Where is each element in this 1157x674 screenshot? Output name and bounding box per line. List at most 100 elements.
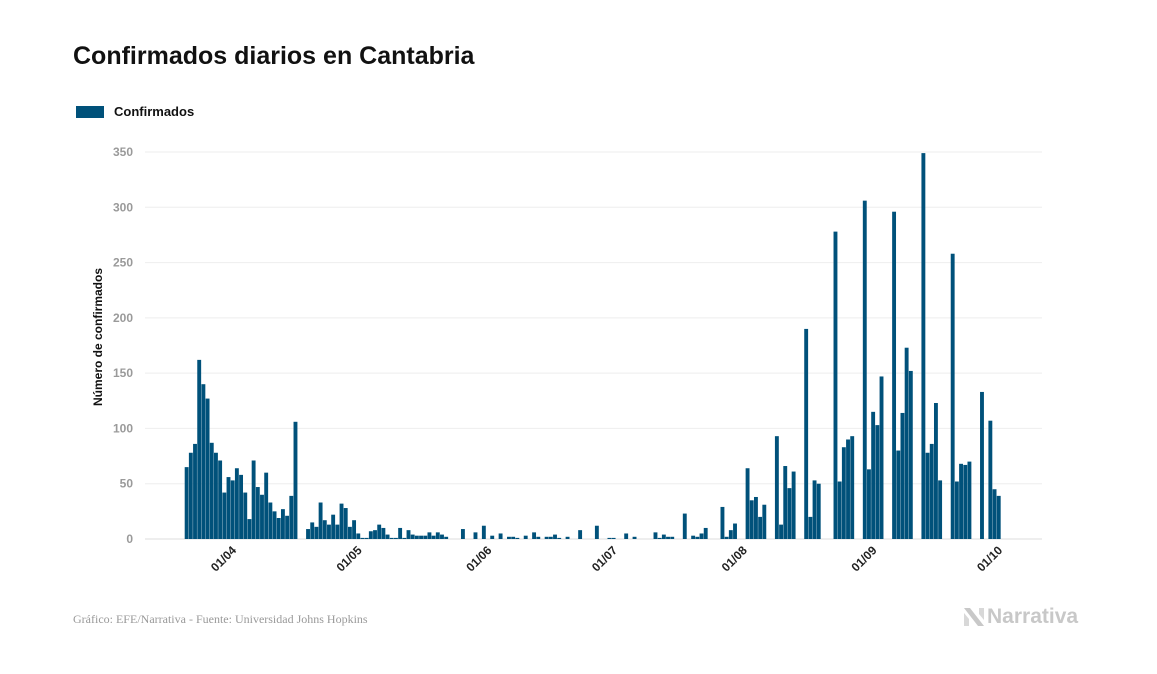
bar-23/09 — [967, 461, 972, 539]
bar-02/04 — [239, 474, 244, 539]
bar-19/04 — [310, 522, 315, 539]
bar-18/08 — [816, 483, 821, 539]
y-axis-label: Número de confirmados — [91, 268, 105, 406]
bar-07/06 — [515, 537, 520, 539]
bar-13/09 — [925, 452, 930, 539]
bar-11/07 — [657, 537, 662, 539]
bar-05/09 — [892, 211, 897, 540]
bar-08/04 — [264, 472, 269, 539]
bar-16/09 — [938, 480, 943, 539]
bar-20/03 — [184, 467, 189, 539]
bar-12/09 — [921, 153, 926, 539]
legend-label: Confirmados — [114, 104, 195, 119]
bar-27/03 — [214, 452, 218, 539]
bar-10/07 — [653, 532, 658, 539]
bar-18/04 — [306, 529, 310, 539]
bar-03/08 — [753, 496, 758, 539]
bar-11/04 — [276, 517, 281, 539]
bar-01/09 — [875, 425, 880, 539]
bar-25/05 — [460, 529, 465, 539]
y-tick-label: 250 — [113, 256, 133, 270]
bar-22/03 — [193, 443, 197, 539]
bar-25/04 — [335, 524, 340, 539]
bar-27/07 — [724, 536, 729, 539]
bar-15/06 — [548, 536, 553, 539]
bar-30/04 — [356, 533, 361, 539]
bar-24/04 — [331, 514, 336, 539]
bar-28/03 — [218, 460, 223, 539]
bar-12/05 — [406, 530, 411, 539]
bar-30/09 — [996, 495, 1001, 539]
bar-07/04 — [260, 494, 264, 539]
x-tick-label: 01/10 — [974, 543, 1005, 574]
bar-30/05 — [481, 525, 486, 539]
bar-26/03 — [209, 442, 214, 539]
x-tick-label: 01/07 — [589, 543, 620, 574]
bar-24/08 — [841, 447, 846, 539]
bar-17/05 — [427, 532, 432, 539]
bar-12/07 — [661, 534, 666, 539]
bar-28/05 — [473, 532, 478, 539]
bar-16/08 — [808, 516, 813, 539]
bar-21/03 — [188, 452, 193, 539]
bar-26/09 — [980, 391, 984, 539]
bar-06/09 — [896, 450, 901, 539]
bar-01/05 — [360, 537, 365, 539]
bar-15/09 — [933, 402, 938, 539]
bar-05/06 — [507, 536, 511, 539]
y-tick-label: 350 — [113, 145, 133, 159]
bar-22/06 — [578, 530, 583, 539]
bar-04/08 — [758, 516, 763, 539]
y-tick-label: 50 — [120, 477, 134, 491]
bar-20/05 — [440, 534, 444, 539]
bar-15/08 — [804, 328, 809, 539]
bar-29/04 — [352, 520, 357, 539]
bar-22/07 — [703, 527, 708, 539]
bar-11/06 — [532, 532, 537, 539]
y-tick-label: 0 — [126, 532, 133, 546]
bar-25/03 — [205, 398, 210, 539]
y-tick-label: 300 — [113, 200, 133, 214]
bar-09/05 — [394, 537, 398, 539]
bar-23/04 — [327, 524, 331, 539]
bar-20/04 — [314, 526, 319, 539]
bar-11/05 — [402, 537, 407, 539]
bar-26/08 — [850, 436, 855, 539]
bar-10/05 — [398, 527, 403, 539]
bar-03/07 — [624, 533, 629, 539]
bar-26/06 — [594, 525, 599, 539]
bar-30/06 — [611, 537, 616, 539]
bar-14/05 — [414, 535, 419, 539]
bar-28/09 — [988, 420, 993, 539]
bar-02/09 — [879, 376, 884, 539]
bar-04/04 — [247, 519, 252, 539]
y-tick-label: 200 — [113, 311, 133, 325]
bar-02/08 — [749, 500, 754, 539]
bar-17/06 — [557, 537, 562, 539]
legend-swatch — [76, 105, 104, 118]
bar-29/03 — [222, 492, 227, 539]
bar-03/06 — [498, 533, 503, 539]
bar-29/06 — [607, 537, 612, 539]
bar-31/03 — [230, 480, 235, 539]
bar-21/07 — [699, 533, 704, 539]
bar-03/05 — [368, 531, 373, 539]
bar-16/05 — [423, 535, 428, 539]
bar-14/06 — [544, 536, 549, 539]
bar-08/09 — [904, 347, 909, 539]
bar-17/07 — [682, 513, 687, 539]
bar-05/07 — [632, 536, 637, 539]
bar-01/06 — [490, 535, 495, 539]
bar-22/08 — [833, 231, 838, 539]
bar-18/05 — [431, 535, 436, 539]
bar-06/05 — [381, 527, 386, 539]
bar-10/04 — [272, 511, 277, 539]
bar-29/08 — [862, 200, 867, 539]
bar-12/04 — [280, 509, 285, 539]
bar-07/09 — [900, 412, 905, 539]
bar-29/07 — [733, 523, 737, 539]
bar-30/03 — [226, 477, 231, 539]
bar-08/08 — [774, 436, 779, 539]
bar-04/05 — [373, 530, 377, 539]
